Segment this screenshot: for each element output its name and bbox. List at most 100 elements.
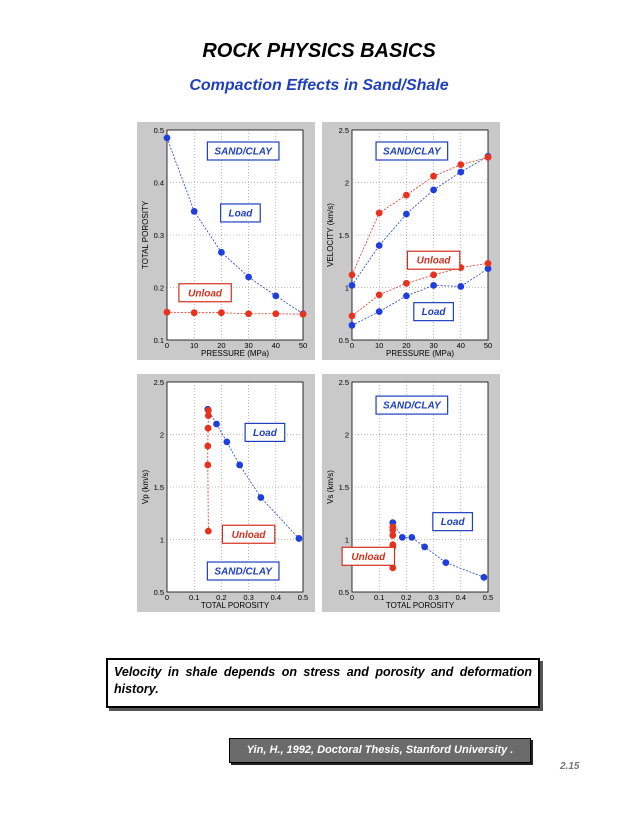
page-subtitle: Compaction Effects in Sand/Shale bbox=[189, 77, 449, 94]
y-tick-label: 0.5 bbox=[339, 588, 349, 597]
unload-data-point bbox=[204, 406, 212, 414]
y-tick-label: 2.5 bbox=[339, 126, 349, 135]
x-tick-label: 0.2 bbox=[216, 593, 226, 602]
y-tick-label: 2 bbox=[345, 431, 349, 440]
plot-area bbox=[166, 129, 304, 341]
annotation-label: SAND/CLAY bbox=[214, 567, 273, 578]
plot-area bbox=[166, 381, 304, 593]
y-tick-label: 2 bbox=[345, 179, 349, 188]
y-axis-label: Vs (km/s) bbox=[326, 470, 335, 504]
y-tick-label: 1.5 bbox=[154, 483, 164, 492]
unload-series-line bbox=[166, 311, 304, 315]
unload-data-point bbox=[204, 461, 212, 469]
unload-data-point bbox=[484, 259, 492, 267]
x-tick-label: 0.5 bbox=[483, 593, 493, 602]
load-data-point bbox=[430, 282, 437, 289]
annotation-label: SAND/CLAY bbox=[383, 147, 442, 158]
load-data-point bbox=[245, 273, 252, 281]
unload-data-point bbox=[190, 309, 198, 317]
load-data-point bbox=[403, 292, 410, 300]
x-tick-label: 0.1 bbox=[374, 593, 384, 602]
y-tick-label: 0.2 bbox=[154, 284, 164, 293]
y-tick-label: 0.5 bbox=[154, 588, 164, 597]
y-tick-label: 0.3 bbox=[154, 231, 164, 240]
unload-data-point bbox=[245, 310, 252, 318]
unload-data-point bbox=[204, 527, 212, 535]
annotation-label: Load bbox=[441, 517, 466, 528]
unload-data-point bbox=[204, 424, 212, 432]
annotation-box bbox=[413, 302, 455, 322]
annotation-box bbox=[432, 512, 474, 532]
load-series-line bbox=[351, 155, 489, 286]
y-tick-label: 1.5 bbox=[339, 483, 349, 492]
unload-data-point bbox=[348, 271, 356, 279]
y-axis-label: TOTAL POROSITY bbox=[141, 200, 150, 269]
unload-data-point bbox=[389, 531, 397, 539]
annotation-box bbox=[375, 141, 449, 161]
load-data-point bbox=[213, 420, 220, 428]
chart-porosity-vs-pressure: 0 10 20 30 40 50 0.1 0.2 0.3 0.4 0.5 PRESSURE (MPa)… bbox=[137, 122, 315, 360]
x-tick-label: 0.4 bbox=[456, 593, 466, 602]
annotation-label: SAND/CLAY bbox=[214, 147, 273, 158]
y-axis-label: VELOCITY (km/s) bbox=[326, 203, 335, 267]
annotation-label: SAND/CLAY bbox=[383, 401, 442, 412]
unload-series-line bbox=[351, 262, 489, 317]
x-tick-label: 0 bbox=[350, 593, 354, 602]
x-tick-label: 0.3 bbox=[428, 593, 438, 602]
x-axis-label: PRESSURE (MPa) bbox=[201, 349, 269, 358]
unload-data-point bbox=[389, 526, 397, 534]
unload-data-point bbox=[348, 312, 356, 320]
x-tick-label: 0.3 bbox=[243, 593, 253, 602]
unload-data-point bbox=[430, 172, 437, 180]
load-data-point bbox=[190, 207, 198, 215]
load-data-point bbox=[348, 321, 356, 329]
load-data-point bbox=[236, 461, 244, 469]
x-tick-label: 0 bbox=[350, 341, 354, 350]
annotation-label: Load bbox=[253, 428, 278, 439]
load-data-point bbox=[295, 535, 303, 542]
y-tick-label: 0.1 bbox=[154, 336, 164, 345]
y-tick-label: 0.5 bbox=[339, 336, 349, 345]
annotation-label: Load bbox=[422, 307, 447, 318]
x-tick-label: 50 bbox=[299, 341, 307, 350]
load-data-point bbox=[348, 282, 356, 289]
unload-data-point bbox=[272, 310, 280, 318]
annotation-label: Unload bbox=[351, 552, 386, 563]
chart-velocity-vs-pressure: 0 10 20 30 40 50 0.5 1 1.5 2 2.5 PRESSURE (MPa) VELO… bbox=[322, 122, 500, 360]
unload-data-point bbox=[218, 309, 225, 317]
x-tick-label: 0.1 bbox=[189, 593, 199, 602]
x-tick-label: 0.5 bbox=[298, 593, 308, 602]
x-tick-label: 30 bbox=[429, 341, 437, 350]
unload-data-point bbox=[389, 564, 397, 572]
load-data-point bbox=[403, 210, 410, 218]
x-axis-label: PRESSURE (MPa) bbox=[386, 349, 454, 358]
y-tick-label: 0.4 bbox=[154, 179, 164, 188]
page-number: 2.15 bbox=[560, 761, 580, 772]
x-tick-label: 10 bbox=[375, 341, 383, 350]
y-tick-label: 2.5 bbox=[154, 378, 164, 387]
annotation-box bbox=[244, 422, 286, 443]
unload-data-point bbox=[299, 310, 307, 318]
x-tick-label: 0 bbox=[165, 341, 169, 350]
unload-data-point bbox=[484, 153, 492, 161]
y-axis-label: Vp (km/s) bbox=[141, 470, 150, 505]
y-tick-label: 1 bbox=[345, 284, 349, 293]
x-tick-label: 30 bbox=[244, 341, 252, 350]
load-data-point bbox=[430, 186, 437, 194]
unload-data-point bbox=[403, 279, 410, 287]
x-tick-label: 40 bbox=[272, 341, 280, 350]
load-data-point bbox=[375, 242, 383, 249]
load-data-point bbox=[218, 248, 225, 256]
unload-data-point bbox=[204, 442, 212, 450]
page-title: ROCK PHYSICS BASICS bbox=[202, 40, 436, 62]
unload-data-point bbox=[403, 191, 410, 199]
load-data-point bbox=[484, 265, 492, 272]
annotation-box bbox=[220, 203, 261, 223]
annotation-box bbox=[375, 395, 449, 415]
chart-vp-vs-porosity: 0 0.1 0.2 0.3 0.4 0.5 0.5 1 1.5 2 2.5 TOTAL POROSIT… bbox=[137, 374, 315, 612]
x-tick-label: 20 bbox=[217, 341, 225, 350]
load-data-point bbox=[223, 438, 231, 446]
note-box: Velocity in shale depends on stress and … bbox=[106, 658, 540, 708]
citation-bar: Yin, H., 1992, Doctoral Thesis, Stanford… bbox=[229, 738, 531, 763]
load-series-line bbox=[351, 268, 489, 326]
